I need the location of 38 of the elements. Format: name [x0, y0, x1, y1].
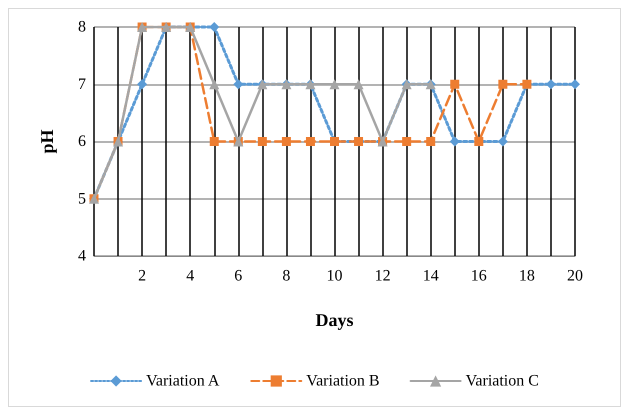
- y-tick-label: 4: [78, 248, 86, 264]
- x-tick-label: 12: [374, 268, 391, 284]
- point: [570, 79, 580, 90]
- x-tick-label: 8: [282, 268, 290, 284]
- point: [306, 137, 315, 146]
- y-axis-title: pH: [37, 129, 57, 154]
- point: [402, 137, 412, 146]
- y-tick-label: 5: [78, 190, 86, 208]
- legend-label: Variation A: [146, 372, 220, 390]
- legend-label: Variation C: [466, 372, 539, 390]
- x-axis-title: Days: [315, 310, 354, 330]
- legend-label: Variation B: [306, 372, 380, 390]
- point: [209, 22, 220, 32]
- point: [258, 137, 267, 146]
- point: [354, 79, 364, 90]
- point: [137, 79, 148, 90]
- x-tick-label: 18: [518, 268, 535, 284]
- y-tick-label: 8: [78, 18, 86, 36]
- point: [498, 80, 508, 89]
- point: [282, 137, 291, 146]
- x-tick-label: 6: [234, 268, 242, 284]
- point: [426, 137, 436, 146]
- x-tick-label: 10: [326, 268, 342, 284]
- point: [450, 80, 460, 89]
- point: [450, 136, 460, 146]
- y-tick-label: 6: [78, 133, 86, 150]
- point: [233, 79, 244, 90]
- y-tick-label: 7: [78, 76, 86, 93]
- point: [546, 79, 556, 90]
- x-tick-label: 14: [422, 268, 439, 284]
- x-tick-label: 2: [138, 268, 146, 284]
- point: [498, 136, 508, 146]
- point: [209, 79, 220, 90]
- x-tick-label: 20: [567, 268, 583, 284]
- point: [210, 137, 219, 146]
- point: [330, 79, 340, 90]
- x-tick-label: 4: [186, 268, 194, 284]
- x-tick-label: 16: [470, 268, 487, 284]
